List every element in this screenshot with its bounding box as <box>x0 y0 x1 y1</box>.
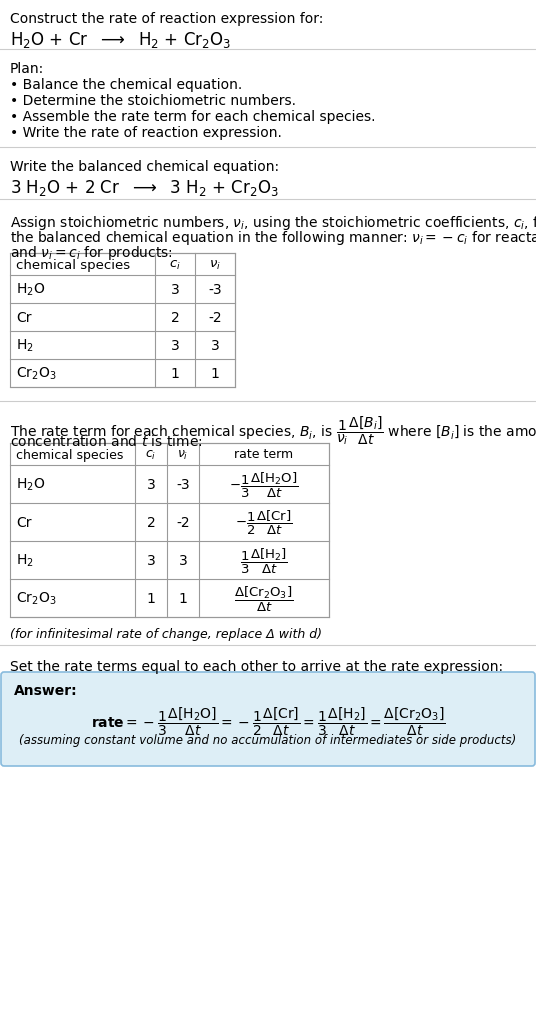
Text: $-\dfrac{1}{2}\dfrac{\Delta[\mathrm{Cr}]}{\Delta t}$: $-\dfrac{1}{2}\dfrac{\Delta[\mathrm{Cr}]… <box>235 508 293 537</box>
Text: 1: 1 <box>170 367 180 381</box>
Text: $\mathrm{Cr_2O_3}$: $\mathrm{Cr_2O_3}$ <box>16 366 57 382</box>
Text: Cr: Cr <box>16 311 32 325</box>
Text: $c_i$: $c_i$ <box>169 258 181 271</box>
Text: (for infinitesimal rate of change, replace Δ with d): (for infinitesimal rate of change, repla… <box>10 628 322 640</box>
Text: $\dfrac{1}{3}\dfrac{\Delta[\mathrm{H_2}]}{\Delta t}$: $\dfrac{1}{3}\dfrac{\Delta[\mathrm{H_2}]… <box>240 546 288 575</box>
Bar <box>10 443 329 618</box>
Text: $\mathrm{Cr_2O_3}$: $\mathrm{Cr_2O_3}$ <box>16 590 57 606</box>
Text: Plan:: Plan: <box>10 62 44 76</box>
Text: chemical species: chemical species <box>16 448 123 461</box>
Text: Write the balanced chemical equation:: Write the balanced chemical equation: <box>10 160 279 174</box>
Text: -3: -3 <box>208 282 222 297</box>
Text: The rate term for each chemical species, $B_i$, is $\dfrac{1}{\nu_i}\dfrac{\Delt: The rate term for each chemical species,… <box>10 414 536 446</box>
Text: 3: 3 <box>170 282 180 297</box>
Text: $-\dfrac{1}{3}\dfrac{\Delta[\mathrm{H_2O}]}{\Delta t}$: $-\dfrac{1}{3}\dfrac{\Delta[\mathrm{H_2O… <box>229 470 299 499</box>
Text: $\mathrm{H_2O}$ + Cr  $\longrightarrow$  $\mathrm{H_2}$ + $\mathrm{Cr_2O_3}$: $\mathrm{H_2O}$ + Cr $\longrightarrow$ $… <box>10 30 232 50</box>
FancyBboxPatch shape <box>1 673 535 766</box>
Text: $\nu_i$: $\nu_i$ <box>177 448 189 461</box>
Text: $\mathrm{H_2O}$: $\mathrm{H_2O}$ <box>16 476 45 493</box>
Text: chemical species: chemical species <box>16 258 130 271</box>
Text: 3 $\mathrm{H_2O}$ + 2 Cr  $\longrightarrow$  3 $\mathrm{H_2}$ + $\mathrm{Cr_2O_3: 3 $\mathrm{H_2O}$ + 2 Cr $\longrightarro… <box>10 178 279 198</box>
Text: 2: 2 <box>170 311 180 325</box>
Text: 3: 3 <box>178 553 188 568</box>
Bar <box>10 254 235 387</box>
Text: • Determine the stoichiometric numbers.: • Determine the stoichiometric numbers. <box>10 94 296 108</box>
Text: 1: 1 <box>211 367 219 381</box>
Text: (assuming constant volume and no accumulation of intermediates or side products): (assuming constant volume and no accumul… <box>19 734 517 746</box>
Text: • Assemble the rate term for each chemical species.: • Assemble the rate term for each chemic… <box>10 110 376 124</box>
Text: $c_i$: $c_i$ <box>145 448 157 461</box>
Text: $\mathrm{H_2O}$: $\mathrm{H_2O}$ <box>16 281 45 298</box>
Text: $\mathbf{rate} = -\dfrac{1}{3}\dfrac{\Delta[\mathrm{H_2O}]}{\Delta t} = -\dfrac{: $\mathbf{rate} = -\dfrac{1}{3}\dfrac{\De… <box>91 705 445 738</box>
Text: Set the rate terms equal to each other to arrive at the rate expression:: Set the rate terms equal to each other t… <box>10 659 503 674</box>
Text: 1: 1 <box>146 591 155 605</box>
Text: and $\nu_i = c_i$ for products:: and $\nu_i = c_i$ for products: <box>10 244 173 262</box>
Text: 3: 3 <box>211 338 219 353</box>
Text: Assign stoichiometric numbers, $\nu_i$, using the stoichiometric coefficients, $: Assign stoichiometric numbers, $\nu_i$, … <box>10 214 536 231</box>
Text: concentration and $t$ is time:: concentration and $t$ is time: <box>10 433 203 448</box>
Text: rate term: rate term <box>234 448 294 461</box>
Text: 2: 2 <box>147 516 155 530</box>
Text: -2: -2 <box>208 311 222 325</box>
Text: -2: -2 <box>176 516 190 530</box>
Text: -3: -3 <box>176 478 190 491</box>
Text: $\mathrm{H_2}$: $\mathrm{H_2}$ <box>16 337 34 354</box>
Text: $\mathrm{H_2}$: $\mathrm{H_2}$ <box>16 552 34 569</box>
Text: Construct the rate of reaction expression for:: Construct the rate of reaction expressio… <box>10 12 323 25</box>
Text: • Write the rate of reaction expression.: • Write the rate of reaction expression. <box>10 126 282 140</box>
Text: $\dfrac{\Delta[\mathrm{Cr_2O_3}]}{\Delta t}$: $\dfrac{\Delta[\mathrm{Cr_2O_3}]}{\Delta… <box>234 584 294 613</box>
Text: 3: 3 <box>147 478 155 491</box>
Text: 1: 1 <box>178 591 188 605</box>
Text: • Balance the chemical equation.: • Balance the chemical equation. <box>10 77 242 92</box>
Text: 3: 3 <box>170 338 180 353</box>
Text: the balanced chemical equation in the following manner: $\nu_i = -c_i$ for react: the balanced chemical equation in the fo… <box>10 229 536 247</box>
Text: Cr: Cr <box>16 516 32 530</box>
Text: Answer:: Answer: <box>14 684 78 697</box>
Text: $\nu_i$: $\nu_i$ <box>209 258 221 271</box>
Text: 3: 3 <box>147 553 155 568</box>
